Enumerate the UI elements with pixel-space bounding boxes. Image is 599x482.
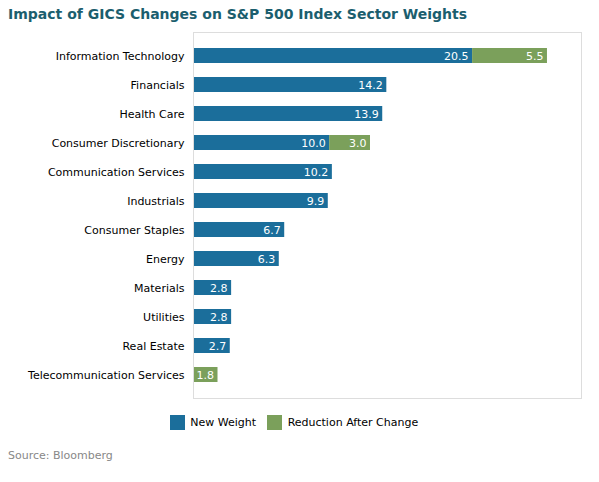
svg-text:Information Technology: Information Technology	[56, 50, 185, 63]
html-text:Reduction After Change: Reduction After Change	[287, 416, 419, 429]
svg-text:6.7: 6.7	[263, 224, 281, 237]
svg-text:Energy: Energy	[146, 253, 185, 266]
svg-text:Industrials: Industrials	[127, 195, 185, 208]
html-text:New Weight: New Weight	[190, 416, 257, 429]
svg-text:5.5: 5.5	[526, 50, 544, 63]
svg-text:3.0: 3.0	[349, 137, 367, 150]
svg-text:6.3: 6.3	[258, 253, 276, 266]
html-text:Impact of GICS Changes on S&P: Impact of GICS Changes on S&P 500 Index …	[8, 6, 468, 22]
html-text:Source: Bloomberg: Source: Bloomberg	[8, 448, 113, 462]
svg-text:Financials: Financials	[131, 79, 185, 92]
svg-text:10.2: 10.2	[304, 166, 329, 179]
svg-text:Health Care: Health Care	[119, 108, 184, 121]
svg-text:Materials: Materials	[134, 282, 185, 295]
svg-text:9.9: 9.9	[307, 195, 325, 208]
svg-text:14.2: 14.2	[358, 79, 383, 92]
svg-text:2.8: 2.8	[210, 311, 228, 324]
svg-text:Real Estate: Real Estate	[122, 340, 184, 353]
svg-text:1.8: 1.8	[197, 369, 215, 382]
svg-text:Communication Services: Communication Services	[48, 166, 185, 179]
svg-text:20.5: 20.5	[444, 50, 469, 63]
svg-text:2.8: 2.8	[210, 282, 228, 295]
svg-text:Utilities: Utilities	[143, 311, 185, 324]
svg-text:Telecommunication Services: Telecommunication Services	[27, 369, 185, 382]
svg-text:2.7: 2.7	[209, 340, 227, 353]
svg-text:Consumer Discretionary: Consumer Discretionary	[52, 137, 185, 150]
svg-text:13.9: 13.9	[354, 108, 379, 121]
svg-text:Consumer Staples: Consumer Staples	[84, 224, 184, 237]
svg-text:10.0: 10.0	[301, 137, 326, 150]
